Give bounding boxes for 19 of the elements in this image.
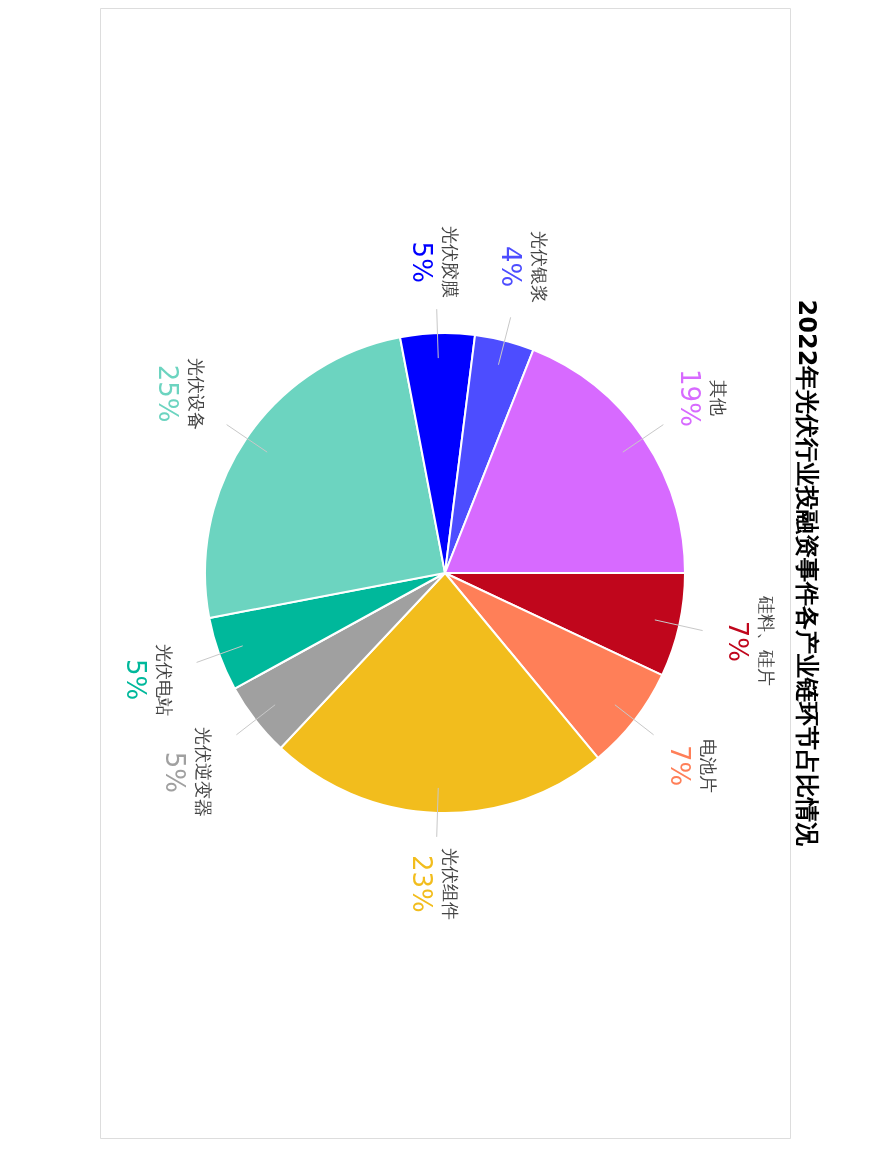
slice-label: 光伏胶膜 (440, 226, 462, 299)
data-label: 25% (153, 364, 184, 423)
data-label: 5% (159, 751, 190, 793)
data-label: 23% (407, 854, 438, 913)
slice-label: 光伏设备 (186, 357, 208, 430)
slice-label: 光伏组件 (440, 847, 462, 920)
text: 2022年光伏行业投融资事件各产业链环节占比情况 (793, 299, 821, 848)
slice-label: 光伏银浆 (528, 230, 550, 303)
slice-label: 电池片 (698, 738, 720, 793)
data-label: 19% (674, 369, 705, 427)
data-label: 7% (722, 620, 753, 662)
data-label: 7% (665, 744, 696, 787)
data-label: 5% (407, 241, 438, 283)
slice-label: 其他 (707, 379, 729, 416)
slice-label: 硅料、硅片 (755, 595, 777, 687)
slice-label: 光伏电站 (154, 643, 176, 716)
data-label: 4% (495, 245, 526, 288)
slice-label: 光伏逆变器 (192, 727, 214, 818)
data-label: 5% (121, 658, 152, 701)
